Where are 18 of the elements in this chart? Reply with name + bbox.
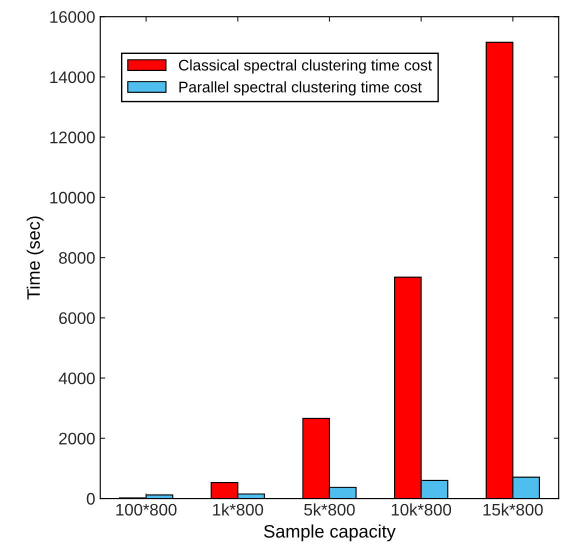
- legend-label: Parallel spectral clustering time cost: [179, 81, 422, 96]
- legend-label: Classical spectral clustering time cost: [178, 59, 432, 74]
- x-axis-title: Sample capacity: [264, 524, 396, 542]
- y-tick-label: 16000: [50, 11, 95, 23]
- x-tick-label: 1k*800: [213, 503, 264, 516]
- y-tick-label: 4000: [58, 372, 95, 384]
- y-tick-label: 0: [86, 492, 95, 505]
- x-tick-label: 100*800: [116, 504, 177, 516]
- x-tick-label: 10k*800: [392, 503, 452, 516]
- x-tick-label: 5k*800: [304, 503, 355, 516]
- y-tick-label: 8000: [59, 252, 95, 264]
- y-tick-label: 2000: [59, 432, 95, 444]
- y-tick-label: 10000: [50, 192, 95, 204]
- x-tick-label: 15k*800: [484, 503, 543, 516]
- y-tick-label: 14000: [50, 71, 95, 84]
- y-tick-label: 12000: [50, 132, 95, 144]
- y-tick-label: 6000: [59, 312, 95, 324]
- y-axis-title: Time (sec): [26, 216, 44, 300]
